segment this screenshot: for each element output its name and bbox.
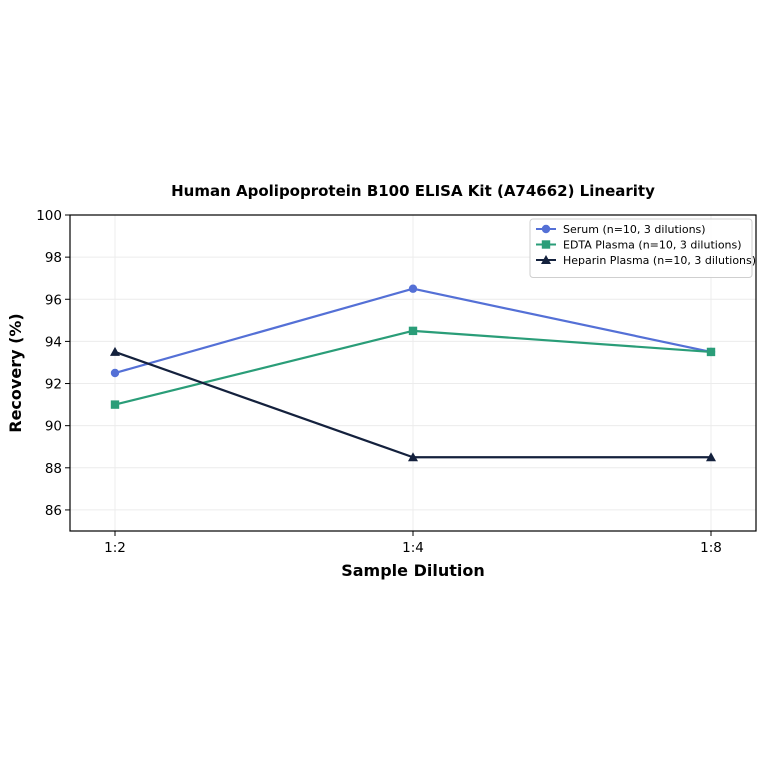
y-tick-label: 90	[45, 419, 62, 435]
data-point-heparin	[408, 452, 418, 462]
x-tick-label: 1:8	[700, 540, 722, 556]
data-point-edta	[110, 400, 120, 409]
legend-swatch-marker	[541, 240, 551, 249]
legend-swatch-marker	[541, 224, 551, 234]
legend-label: Heparin Plasma (n=10, 3 dilutions)	[563, 254, 756, 267]
legend-item-edta: EDTA Plasma (n=10, 3 dilutions)	[536, 239, 742, 252]
data-point-serum	[110, 368, 120, 378]
y-axis-label: Recovery (%)	[6, 313, 25, 432]
x-axis-label: Sample Dilution	[341, 561, 485, 580]
legend: Serum (n=10, 3 dilutions) EDTA Plasma (n=…	[529, 218, 756, 278]
y-tick-label: 96	[45, 292, 62, 308]
axes: 86 88 90 92 94 96 98 100 1:2 1:4 1:8	[36, 208, 722, 556]
legend-label: Serum (n=10, 3 dilutions)	[563, 223, 706, 236]
y-tick-label: 86	[45, 503, 62, 519]
y-tick-label: 98	[45, 250, 62, 266]
legend-swatch-marker	[541, 255, 551, 264]
y-tick-label: 94	[45, 334, 62, 350]
series-layer	[110, 284, 716, 462]
legend-box	[529, 218, 753, 278]
y-tick-label: 92	[45, 377, 62, 393]
data-point-heparin	[110, 346, 120, 356]
series-edta	[110, 326, 716, 409]
legend-item-heparin: Heparin Plasma (n=10, 3 dilutions)	[536, 254, 756, 267]
legend-label: EDTA Plasma (n=10, 3 dilutions)	[563, 239, 742, 252]
y-tick-label: 100	[36, 208, 62, 224]
x-tick-label: 1:2	[104, 540, 126, 556]
y-tick-label: 88	[45, 461, 62, 477]
series-heparin	[110, 346, 716, 462]
x-tick-label: 1:4	[402, 540, 424, 556]
chart-title: Human Apolipoprotein B100 ELISA Kit (A74…	[171, 182, 655, 200]
data-point-edta	[706, 347, 716, 357]
data-point-edta	[408, 326, 418, 336]
legend-item-serum: Serum (n=10, 3 dilutions)	[536, 223, 706, 236]
data-point-serum	[408, 284, 418, 293]
data-point-heparin	[706, 452, 716, 462]
